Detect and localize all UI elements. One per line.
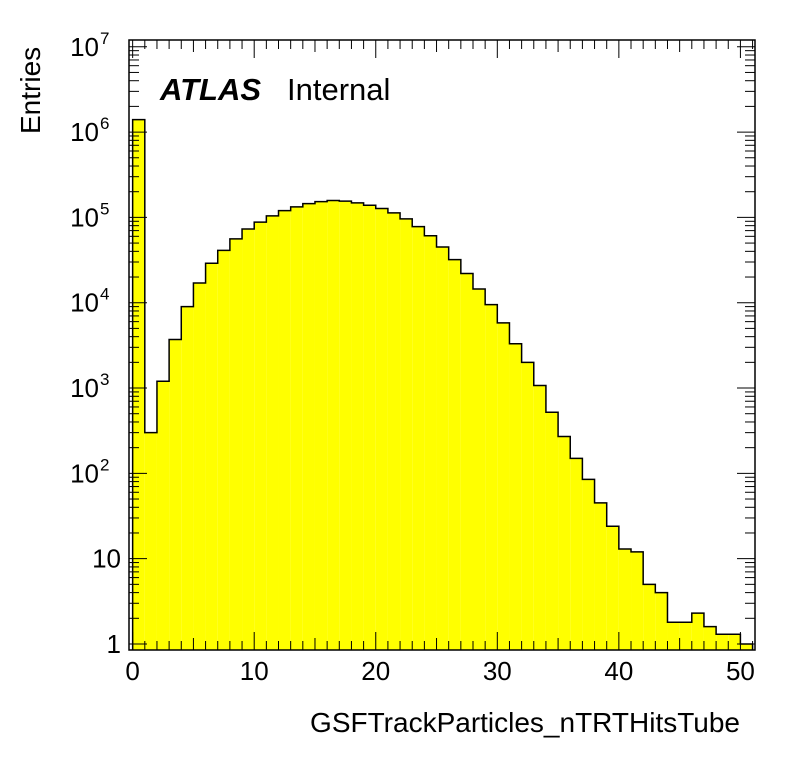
histogram-bin	[314, 201, 328, 650]
x-axis-title: GSFTrackParticles_nTRTHitsTube	[310, 707, 740, 738]
histogram-bin	[728, 634, 741, 650]
histogram-bin	[497, 322, 510, 650]
x-tick-label: 10	[240, 656, 269, 686]
y-tick-label: 10	[92, 544, 121, 574]
histogram-bin	[643, 584, 656, 650]
histogram-bin	[132, 119, 145, 651]
y-tick-label: 10	[70, 373, 99, 403]
x-tick-labels: 0 10 20 30 40 50	[125, 656, 754, 686]
y-tick-exponent: 3	[100, 370, 109, 389]
histogram-bin	[533, 385, 546, 650]
histogram-outline	[131, 118, 754, 650]
y-tick-label: 1	[107, 629, 121, 659]
axis-ticks	[129, 40, 755, 650]
histogram-bin	[363, 205, 376, 651]
histogram-bin	[631, 551, 644, 650]
histogram-bin	[460, 273, 473, 650]
histogram-bin	[509, 343, 522, 650]
plot-frame	[128, 39, 756, 651]
histogram-bin	[169, 339, 182, 650]
x-tick-label: 0	[125, 656, 139, 686]
histogram-bin	[412, 226, 425, 651]
histogram-bin	[667, 622, 680, 650]
y-tick-label: 10	[70, 288, 99, 318]
histogram-bin	[144, 432, 157, 650]
histogram-bin	[302, 203, 315, 650]
histogram-bin	[436, 246, 449, 650]
y-tick-exponent: 2	[100, 455, 109, 474]
histogram-bin	[472, 288, 486, 650]
histogram-bin	[545, 412, 559, 650]
histogram-bin	[193, 283, 206, 650]
histogram-bin	[679, 622, 692, 650]
y-axis-title: Entries	[15, 47, 46, 134]
histogram-bin	[716, 634, 729, 650]
histogram-bin	[400, 218, 413, 650]
histogram-bin	[242, 229, 255, 650]
x-tick-label: 20	[361, 656, 390, 686]
y-tick-label: 10	[70, 117, 99, 147]
histogram-bin	[266, 215, 279, 650]
histogram-bin	[485, 304, 498, 650]
histogram-bin	[740, 643, 753, 650]
histogram-bars	[131, 118, 754, 651]
y-tick-label: 10	[70, 458, 99, 488]
histogram-bin	[229, 238, 243, 650]
atlas-label: ATLAS	[159, 72, 261, 107]
histogram-bin	[521, 362, 534, 650]
histogram-bin	[387, 212, 401, 651]
histogram-bin	[217, 250, 230, 650]
histogram-bin	[618, 548, 632, 650]
histogram-bin	[424, 235, 437, 650]
x-tick-label: 40	[604, 656, 633, 686]
x-tick-label: 50	[726, 656, 755, 686]
y-tick-label: 10	[70, 32, 99, 62]
histogram-bin	[278, 210, 291, 650]
histogram-bin	[448, 259, 461, 650]
histogram-bin	[339, 201, 352, 650]
histogram-bin	[205, 263, 218, 650]
histogram-bin	[655, 592, 668, 650]
histogram-bin	[351, 202, 364, 650]
histogram-bin	[156, 381, 170, 650]
y-tick-exponent: 6	[100, 114, 109, 133]
histogram-bin	[594, 502, 607, 650]
histogram-bin	[570, 458, 583, 650]
histogram-bin	[558, 436, 571, 650]
y-tick-label: 10	[70, 202, 99, 232]
histogram-bin	[691, 613, 704, 650]
histogram-bin	[375, 208, 388, 651]
histogram-bin	[327, 200, 340, 651]
y-tick-exponent: 4	[100, 285, 109, 304]
histogram-bin	[582, 479, 595, 650]
histogram-bin	[606, 526, 619, 650]
histogram-bin	[703, 626, 717, 650]
x-tick-label: 30	[483, 656, 512, 686]
histogram-bin	[181, 306, 194, 650]
y-tick-exponent: 7	[100, 29, 109, 48]
atlas-status-label: Internal	[287, 72, 390, 107]
histogram-bin	[254, 222, 267, 650]
y-tick-exponent: 5	[100, 199, 109, 218]
histogram-bin	[290, 206, 303, 651]
